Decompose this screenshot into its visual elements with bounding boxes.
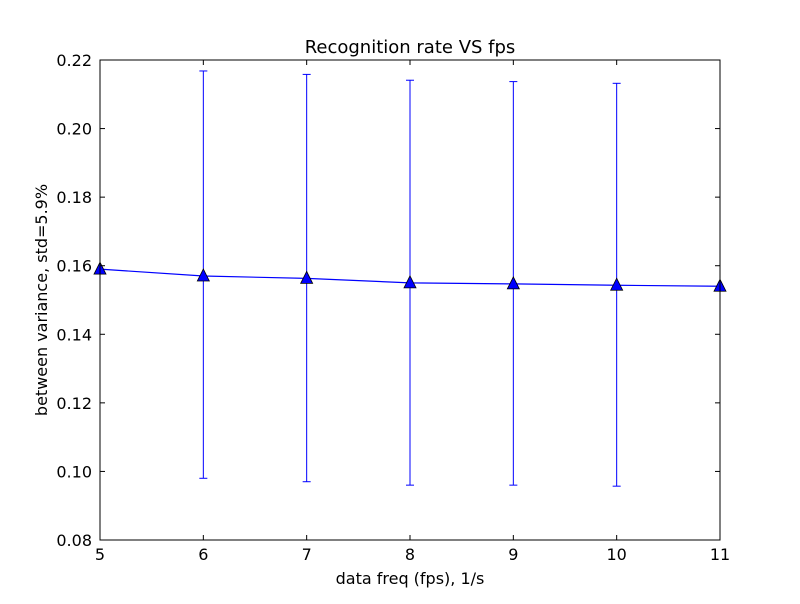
data-point-marker [610, 277, 624, 291]
data-point-marker [506, 275, 520, 290]
x-tick-label: 7 [302, 545, 312, 564]
y-tick-label: 0.14 [56, 325, 92, 344]
data-point-marker [196, 268, 210, 282]
y-tick-label: 0.08 [56, 531, 92, 550]
chart-title: Recognition rate VS fps [305, 37, 516, 58]
x-tick-label: 10 [606, 545, 626, 564]
y-tick-label: 0.18 [56, 188, 92, 207]
data-point-marker [300, 270, 314, 284]
x-tick-label: 9 [508, 545, 518, 564]
y-tick-label: 0.12 [56, 394, 92, 413]
y-tick-label: 0.10 [56, 462, 92, 481]
x-tick-label: 6 [198, 545, 208, 564]
x-axis-label: data freq (fps), 1/s [336, 569, 485, 588]
y-tick-label: 0.16 [56, 257, 92, 276]
x-tick-label: 11 [710, 545, 730, 564]
y-tick-label: 0.22 [56, 51, 92, 70]
x-tick-label: 5 [95, 545, 105, 564]
y-axis-label: between variance, std=5.9% [32, 184, 51, 416]
x-tick-label: 8 [405, 545, 415, 564]
y-tick-label: 0.20 [56, 120, 92, 139]
data-point-marker [403, 274, 417, 289]
